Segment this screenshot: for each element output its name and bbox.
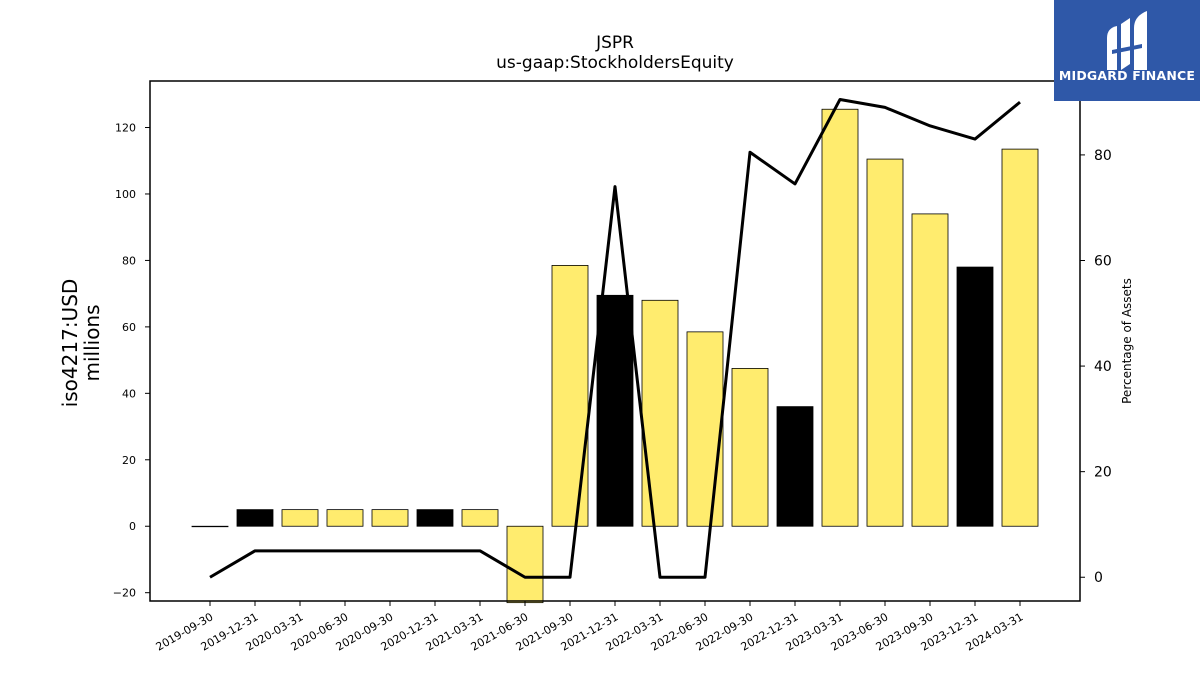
y-tick-label: 0: [129, 520, 136, 533]
bar: [1001, 148, 1039, 527]
y-axis-label: iso4217:USDmillions: [58, 279, 104, 408]
bar: [821, 108, 859, 527]
y-tick-label: 80: [122, 254, 136, 267]
y2-tick-label: 60: [1094, 253, 1112, 269]
chart-subtitle: us-gaap:StockholdersEquity: [496, 53, 734, 73]
bar: [281, 509, 319, 527]
y2-tick-label: 0: [1094, 570, 1103, 586]
y-tick-label: 20: [122, 454, 136, 467]
y-tick-label: 60: [122, 321, 136, 334]
logo-text: MIDGARD FINANCE: [1058, 68, 1196, 83]
y2-axis-label: Percentage of Assets: [1120, 278, 1134, 404]
bar: [326, 509, 364, 527]
bar: [956, 266, 994, 527]
logo-mark-icon: [1107, 11, 1147, 70]
bar-group: [191, 108, 1039, 604]
bar: [731, 368, 769, 527]
y-axis-label-line: millions: [80, 304, 104, 381]
y-tick-label: 100: [115, 188, 136, 201]
chart-title: JSPR: [595, 33, 634, 53]
bar: [506, 525, 544, 604]
y2-tick-label: 80: [1094, 148, 1112, 164]
y2-axis-ticks: 0 20 40 60 80: [1080, 148, 1112, 586]
y-axis-label-line: iso4217:USD: [58, 279, 82, 408]
bar: [776, 406, 814, 527]
bar: [866, 158, 904, 527]
bar: [236, 509, 274, 527]
percentage-line: [209, 97, 1021, 579]
y-tick-label: 120: [115, 122, 136, 135]
bar: [416, 509, 454, 527]
midgard-finance-logo: MIDGARD FINANCE: [1054, 0, 1200, 101]
bar: [641, 299, 679, 527]
bar: [596, 294, 634, 527]
y-axis-ticks: −20 0 20 40 60 80 100 120: [113, 122, 150, 600]
bar: [371, 509, 409, 527]
bar: [461, 509, 499, 527]
x-axis-ticks: 2019-09-302019-12-312020-03-312020-06-30…: [154, 601, 1026, 654]
y2-tick-label: 20: [1094, 465, 1112, 481]
bar: [911, 213, 949, 527]
y-tick-label: −20: [113, 587, 136, 600]
bar: [551, 265, 589, 527]
y2-tick-label: 40: [1094, 359, 1112, 375]
y-tick-label: 40: [122, 387, 136, 400]
bar: [191, 525, 229, 528]
bar: [686, 331, 724, 527]
